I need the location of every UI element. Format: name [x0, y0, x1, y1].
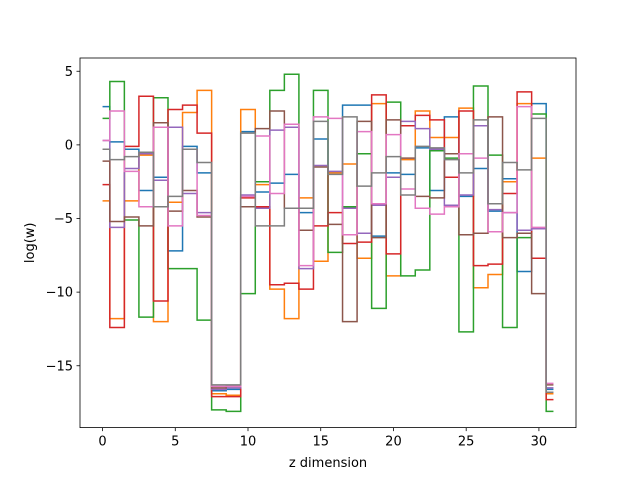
plot-frame [79, 57, 577, 429]
x-tick-label: 5 [171, 435, 179, 450]
series-layer [102, 73, 554, 413]
y-axis-label: log(w) [23, 223, 38, 264]
series-line-2 [102, 89, 554, 396]
y-tick-label: −15 [46, 359, 73, 374]
x-tick-label: 30 [531, 435, 548, 450]
y-tick-label: 0 [65, 138, 73, 153]
x-axis: 0 5 10 15 20 25 30 [98, 427, 548, 450]
series-line-8 [102, 116, 554, 394]
y-tick-label: −5 [54, 212, 73, 227]
series-line-7 [102, 105, 554, 388]
x-axis-label: z dimension [289, 456, 367, 471]
y-tick-label: −10 [46, 286, 73, 301]
y-axis: −15 −10 −5 0 5 [46, 65, 80, 374]
series-line-3 [102, 73, 554, 413]
x-tick-label: 10 [240, 435, 257, 450]
x-tick-label: 20 [385, 435, 402, 450]
x-tick-label: 15 [312, 435, 329, 450]
x-tick-label: 0 [98, 435, 106, 450]
x-tick-label: 25 [458, 435, 475, 450]
series-line-6 [102, 110, 554, 389]
y-tick-label: 5 [65, 65, 73, 80]
